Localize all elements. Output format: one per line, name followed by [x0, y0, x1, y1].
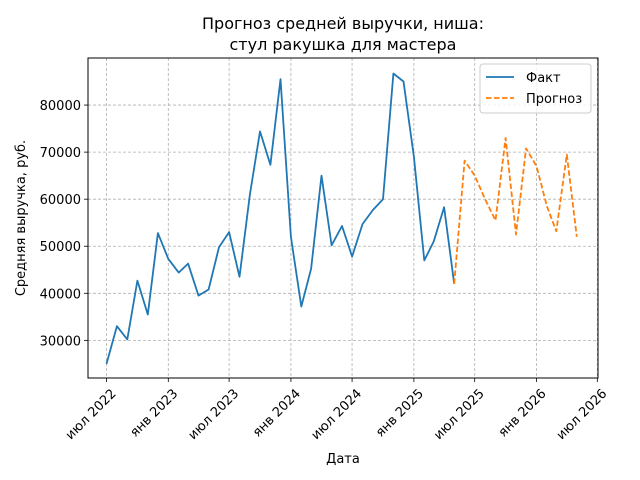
chart-title-line-2: стул ракушка для мастера	[230, 35, 457, 54]
x-tick-label: июл 2026	[554, 386, 611, 443]
legend: Факт Прогноз	[479, 63, 592, 114]
x-tick-label: июл 2024	[309, 386, 366, 443]
y-tick-label: 80000	[40, 99, 81, 114]
chart-title-line-1: Прогноз средней выручки, ниша:	[202, 14, 484, 33]
legend-label-fact: Факт	[526, 71, 561, 86]
y-axis-ticks: 30000 40000 50000 60000 70000 80000	[40, 99, 88, 349]
x-tick-label: июл 2022	[63, 386, 120, 443]
x-axis-ticks: июл 2022 янв 2023 июл 2023 янв 2024 июл 2024…	[63, 378, 610, 443]
series-lines	[105, 72, 578, 365]
series-line-fact	[105, 72, 456, 365]
series-line-forecast	[453, 137, 578, 284]
grid	[88, 58, 598, 378]
plot-area-frame	[87, 57, 599, 379]
x-tick-label: янв 2025	[373, 386, 427, 440]
y-tick-label: 40000	[40, 287, 81, 302]
y-tick-label: 60000	[40, 193, 81, 208]
x-tick-label: янв 2024	[250, 386, 304, 440]
legend-label-forecast: Прогноз	[526, 92, 582, 107]
y-axis-label: Средняя выручка, руб.	[14, 140, 29, 296]
x-tick-label: янв 2026	[496, 386, 550, 440]
x-axis-label: Дата	[326, 452, 360, 467]
y-tick-label: 50000	[40, 240, 81, 255]
y-tick-label: 30000	[40, 334, 81, 349]
y-tick-label: 70000	[40, 146, 81, 161]
x-tick-label: янв 2023	[127, 386, 181, 440]
x-tick-label: июл 2025	[431, 386, 488, 443]
x-tick-label: июл 2023	[186, 386, 243, 443]
